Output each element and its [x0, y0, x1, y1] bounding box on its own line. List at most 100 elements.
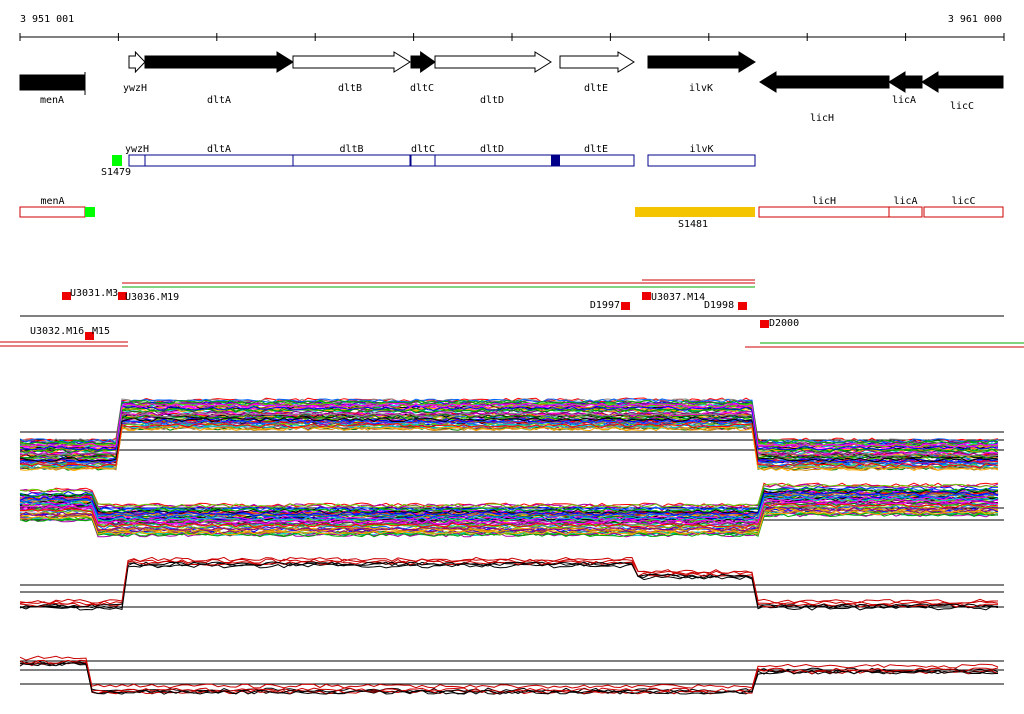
- gene-arrow: [759, 71, 890, 93]
- transcript-box: [410, 154, 436, 167]
- feature-track: U3031.M3 U3036.M19 U3032.M16 M15 D1997 U3037.…: [0, 279, 1024, 348]
- expression-trace: [19, 558, 999, 606]
- expression-trace: [19, 512, 999, 538]
- feature-label: D2000: [769, 318, 799, 329]
- transcript-label: dltD: [480, 144, 504, 155]
- expression-trace: [19, 412, 999, 458]
- expression-trace: [19, 483, 999, 509]
- expression-trace: [19, 563, 998, 611]
- expression-trace: [19, 425, 999, 472]
- feature-label: D1998: [704, 300, 734, 311]
- gene-arrow: [434, 51, 552, 73]
- expression-trace: [19, 496, 999, 522]
- transcript-track: ywzH dltA dltB dltC dltD dltE ilvK S1479: [101, 144, 756, 178]
- gene-label: dltE: [584, 83, 608, 94]
- expression-trace: [19, 489, 999, 514]
- ruler-end: 3 961 000: [948, 14, 1002, 25]
- transcript-mark: [551, 155, 560, 166]
- transcript-label: dltA: [207, 144, 231, 155]
- feature-flag: [621, 302, 630, 310]
- expression-trace: [19, 561, 999, 609]
- expression-trace: [19, 407, 999, 453]
- transcript-box: [647, 154, 756, 167]
- feature-label: S1479: [101, 167, 131, 178]
- transcript-box: [888, 206, 923, 218]
- gene-arrow: [410, 51, 436, 73]
- transcript-box: [923, 206, 1004, 218]
- expression-trace: [19, 510, 998, 536]
- expression-trace: [19, 399, 999, 445]
- gene-arrow: [292, 51, 411, 73]
- expression-trace: [19, 506, 999, 532]
- gene-arrow: [19, 74, 86, 91]
- gene-label: ilvK: [689, 83, 713, 94]
- expression-trace: [19, 402, 999, 448]
- expression-trace: [19, 512, 998, 538]
- expression-trace: [19, 660, 999, 693]
- expression-trace: [19, 499, 999, 525]
- gene-track: menA ywzH dltA dltB dltC dltD dltE ilvK licH licA…: [19, 50, 1004, 124]
- transcript-label: dltE: [584, 144, 608, 155]
- expression-trace: [19, 419, 999, 466]
- feature-flag: [760, 320, 769, 328]
- feature-label: U3031.M3: [70, 288, 118, 299]
- expression-trace: [19, 655, 999, 689]
- gene-arrow: [128, 50, 146, 74]
- transcript-label: ilvK: [689, 144, 713, 155]
- feature-flag: [642, 292, 651, 300]
- expression-trace: [19, 561, 999, 609]
- gene-label: licA: [892, 95, 916, 106]
- feature-flag: [738, 302, 747, 310]
- expression-trace: [19, 423, 999, 469]
- feature-label: S1481: [678, 219, 708, 230]
- transcript-box: [434, 154, 635, 167]
- gene-arrow: [647, 51, 756, 73]
- feature-label: U3037.M14: [651, 292, 705, 303]
- expression-trace: [19, 659, 999, 693]
- expression-trace: [19, 661, 999, 695]
- transcript-box: [144, 154, 294, 167]
- gene-arrow: [888, 71, 923, 93]
- transcript-label: ywzH: [125, 144, 149, 155]
- transcript-box: [758, 206, 890, 218]
- feature-label: U3032.M16: [30, 326, 84, 337]
- feature-box: [85, 207, 95, 217]
- expression-trace: [19, 496, 999, 522]
- ruler-start: 3 951 001: [20, 14, 74, 25]
- gene-arrow: [559, 51, 635, 73]
- gene-label: dltA: [207, 95, 231, 106]
- feature-flag: [85, 332, 94, 340]
- expression-trace: [19, 423, 999, 469]
- ruler-ticks: [19, 33, 1005, 41]
- transcript-box: [128, 154, 146, 167]
- gene-label: dltB: [338, 83, 362, 94]
- transcript-label: licC: [951, 196, 975, 207]
- gene-label: licH: [810, 113, 834, 124]
- transcript-box: [19, 206, 86, 218]
- feature-box: [112, 155, 122, 166]
- transcript-label: menA: [40, 196, 64, 207]
- feature-flag: [62, 292, 71, 300]
- expression-trace: [19, 506, 999, 532]
- transcript-label: licA: [893, 196, 917, 207]
- transcript-label: licH: [812, 196, 836, 207]
- gene-arrow: [921, 71, 1004, 93]
- gene-label: dltD: [480, 95, 504, 106]
- expression-trace: [19, 405, 999, 451]
- feature-flag: [118, 292, 127, 300]
- expression-trace: [19, 417, 999, 463]
- feature-label: D1997: [590, 300, 620, 311]
- expression-trace: [19, 491, 999, 517]
- expression-trace: [19, 487, 999, 513]
- expression-trace: [19, 556, 998, 604]
- expression-trace: [19, 483, 998, 509]
- transcript-label: dltC: [411, 144, 435, 155]
- transcript-track-reverse: menA licH licA licC S1481: [19, 196, 1004, 230]
- transcript-label: dltB: [339, 144, 363, 155]
- transcript-box: [292, 154, 411, 167]
- expression-trace: [19, 503, 999, 528]
- feature-label: M15: [92, 326, 110, 337]
- gene-label: menA: [40, 95, 64, 106]
- expression-panels: [19, 397, 1004, 695]
